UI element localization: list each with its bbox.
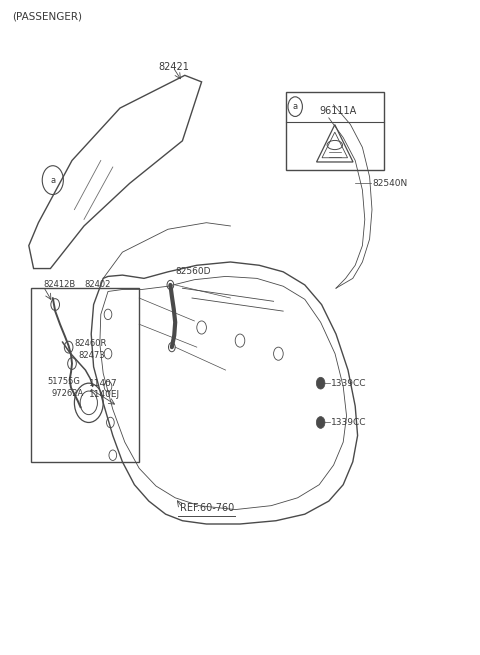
Circle shape: [168, 343, 175, 352]
Circle shape: [167, 280, 174, 290]
Text: 82540N: 82540N: [372, 179, 407, 188]
Text: a: a: [50, 176, 55, 185]
Text: 96111A: 96111A: [319, 106, 357, 117]
Bar: [286, 92, 384, 170]
Text: 1339CC: 1339CC: [331, 418, 367, 427]
Text: 82412B: 82412B: [43, 280, 75, 289]
Text: (PASSENGER): (PASSENGER): [12, 11, 82, 22]
Text: 82421: 82421: [158, 62, 189, 72]
Text: 82473: 82473: [78, 351, 105, 360]
Circle shape: [316, 377, 325, 389]
Text: 97262A: 97262A: [52, 388, 84, 398]
Text: REF.60-760: REF.60-760: [180, 502, 234, 513]
Text: 82560D: 82560D: [175, 267, 211, 276]
Text: 82460R: 82460R: [74, 339, 107, 348]
Text: 1339CC: 1339CC: [331, 379, 367, 388]
Text: 51755G: 51755G: [47, 377, 80, 386]
Circle shape: [316, 417, 325, 428]
Text: 1140EJ: 1140EJ: [89, 390, 120, 399]
Text: 11407: 11407: [89, 379, 118, 388]
Text: a: a: [293, 102, 298, 111]
Bar: [31, 288, 139, 462]
Text: 82402: 82402: [84, 280, 110, 289]
